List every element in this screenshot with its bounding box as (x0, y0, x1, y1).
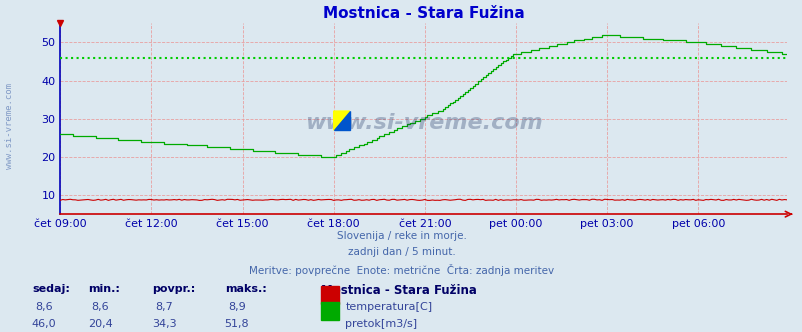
Text: min.:: min.: (88, 284, 120, 294)
Text: 34,3: 34,3 (152, 319, 176, 329)
Text: 8,7: 8,7 (156, 302, 173, 312)
Text: sedaj:: sedaj: (32, 284, 70, 294)
Polygon shape (334, 111, 349, 130)
Text: zadnji dan / 5 minut.: zadnji dan / 5 minut. (347, 247, 455, 257)
Text: 46,0: 46,0 (32, 319, 56, 329)
Text: povpr.:: povpr.: (152, 284, 196, 294)
Text: 8,6: 8,6 (91, 302, 109, 312)
Text: 51,8: 51,8 (225, 319, 249, 329)
Text: maks.:: maks.: (225, 284, 266, 294)
Text: 20,4: 20,4 (88, 319, 112, 329)
Text: www.si-vreme.com: www.si-vreme.com (304, 113, 542, 132)
Text: temperatura[C]: temperatura[C] (345, 302, 431, 312)
Text: pretok[m3/s]: pretok[m3/s] (345, 319, 417, 329)
Text: www.si-vreme.com: www.si-vreme.com (5, 83, 14, 169)
Text: 8,6: 8,6 (35, 302, 53, 312)
Title: Mostnica - Stara Fužina: Mostnica - Stara Fužina (322, 6, 524, 21)
Text: Slovenija / reke in morje.: Slovenija / reke in morje. (336, 231, 466, 241)
Text: 8,9: 8,9 (228, 302, 245, 312)
Text: Mostnica - Stara Fužina: Mostnica - Stara Fužina (321, 284, 476, 297)
Polygon shape (334, 111, 349, 130)
Text: Meritve: povprečne  Enote: metrične  Črta: zadnja meritev: Meritve: povprečne Enote: metrične Črta:… (249, 264, 553, 276)
